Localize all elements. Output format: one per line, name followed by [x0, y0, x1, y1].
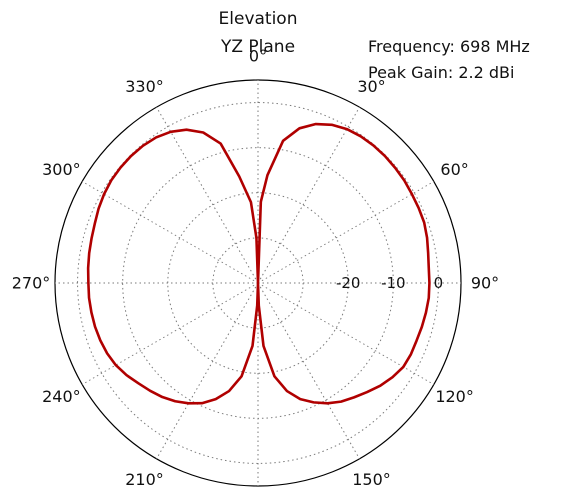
radiation-pattern-line — [86, 122, 431, 405]
angle-label: 150° — [352, 470, 391, 489]
radial-tick-label: -20 — [336, 274, 361, 292]
frequency-annotation: Frequency: 698 MHz — [368, 37, 530, 56]
angle-label: 210° — [125, 470, 164, 489]
angle-label: 90° — [471, 274, 499, 293]
plot-area: 0°30°60°90°120°150°180°210°240°270°300°3… — [12, 47, 499, 490]
radial-tick-label: -10 — [381, 274, 406, 292]
chart-title: Elevation — [219, 9, 298, 29]
angle-label: 30° — [357, 77, 385, 96]
peak-gain-annotation: Peak Gain: 2.2 dBi — [368, 63, 514, 82]
angle-label: 0° — [249, 47, 267, 66]
angle-label: 300° — [42, 160, 81, 179]
angle-label: 240° — [42, 387, 81, 406]
chart-subtitle: YZ Plane — [220, 37, 295, 57]
angle-label: 60° — [440, 160, 468, 179]
radial-tick-label: 0 — [434, 274, 444, 292]
angle-label: 120° — [435, 387, 474, 406]
angle-label: 270° — [12, 274, 51, 293]
angle-label: 330° — [125, 77, 164, 96]
